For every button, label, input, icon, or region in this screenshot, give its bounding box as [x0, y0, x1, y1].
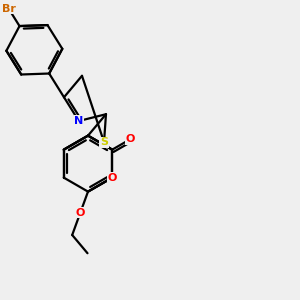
Text: O: O	[76, 208, 85, 218]
Text: S: S	[100, 137, 108, 147]
Text: N: N	[74, 116, 83, 126]
Text: O: O	[126, 134, 135, 144]
Text: Br: Br	[2, 4, 16, 14]
Text: O: O	[107, 172, 117, 183]
